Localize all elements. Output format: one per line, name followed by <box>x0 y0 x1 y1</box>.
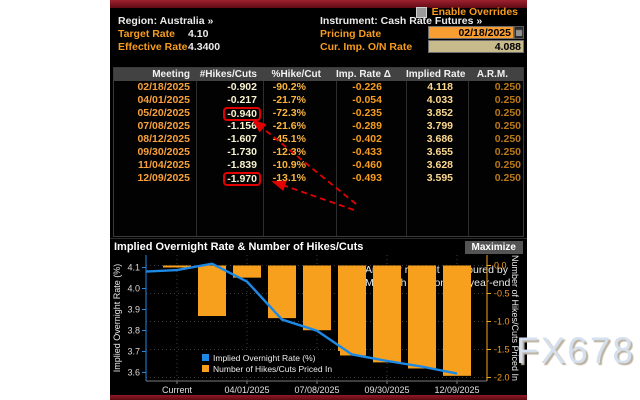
table-row: 12/09/2025 -1.970 -13.1% -0.493 3.595 0.250 <box>114 172 523 186</box>
target-rate-label: Target Rate <box>118 28 175 40</box>
highlighted-value: -1.970 <box>223 172 261 186</box>
analyst-annotation: Another rate cut is favoured by May with… <box>365 264 510 290</box>
column-header[interactable]: Implied Rate <box>406 69 466 80</box>
table-row: 02/18/2025 -0.902 -90.2% -0.226 4.118 0.250 <box>114 81 523 94</box>
enable-overrides-toggle[interactable]: Enable Overrides <box>415 6 518 18</box>
table-cell: -72.3% <box>272 107 306 119</box>
instrument-selector[interactable]: Instrument: Cash Rate Futures » <box>320 15 483 27</box>
annotation-line2: May with a second by year-end <box>365 277 511 289</box>
table-cell: -1.156 <box>227 120 257 132</box>
cur-imp-rate-field[interactable] <box>428 40 524 53</box>
table-cell: -13.1% <box>272 172 306 184</box>
table-cell: 11/04/2025 <box>138 159 190 171</box>
enable-overrides-label: Enable Overrides <box>431 6 518 18</box>
table-cell: 05/20/2025 <box>137 107 190 119</box>
chart-title: Implied Overnight Rate & Number of Hikes… <box>114 241 364 253</box>
table-cell: 08/12/2025 <box>137 133 190 145</box>
table-cell: 3.799 <box>426 120 453 132</box>
fx678-watermark: FX678 <box>516 330 636 371</box>
table-cell: 3.595 <box>426 172 453 184</box>
table-cell: 12/09/2025 <box>137 172 190 184</box>
table-cell: -0.054 <box>352 94 382 106</box>
annotation-line1: Another rate cut is favoured by <box>365 264 508 276</box>
table-cell: 0.250 <box>494 94 521 106</box>
highlighted-value: -0.940 <box>223 107 261 121</box>
table-cell: -0.289 <box>352 120 382 132</box>
table-cell: -12.3% <box>272 146 306 158</box>
table-cell: 04/01/2025 <box>137 94 190 106</box>
table-body: 02/18/2025 -0.902 -90.2% -0.226 4.118 0.250 04… <box>114 81 523 186</box>
window-top-bar <box>110 0 527 8</box>
table-cell: 0.250 <box>494 120 521 132</box>
table-cell: -10.9% <box>272 159 306 171</box>
table-cell: 0.250 <box>494 146 521 158</box>
table-row: 07/08/2025 -1.156 -21.6% -0.289 3.799 0.250 <box>114 120 523 133</box>
table-cell: -1.839 <box>227 159 257 171</box>
table-cell: -0.235 <box>352 107 382 119</box>
region-selector[interactable]: Region: Australia » <box>118 15 214 27</box>
table-row: 11/04/2025 -1.839 -10.9% -0.460 3.628 0.250 <box>114 159 523 172</box>
table-cell: -0.902 <box>227 81 257 93</box>
table-cell: -1.970 <box>196 172 263 186</box>
column-header[interactable]: #Hikes/Cuts <box>199 69 257 80</box>
table-cell: 3.655 <box>426 146 453 158</box>
table-cell: -1.730 <box>227 146 257 158</box>
table-row: 05/20/2025 -0.940 -72.3% -0.235 3.852 0.250 <box>114 107 523 121</box>
table-cell: 3.852 <box>426 107 453 119</box>
table-cell: -0.493 <box>352 172 382 184</box>
window-bottom-bar <box>110 395 527 400</box>
meetings-table: Meeting #Hikes/Cuts %Hike/Cut Imp. Rate Δ Im… <box>113 67 524 289</box>
table-cell: 3.628 <box>426 159 453 171</box>
table-row: 08/12/2025 -1.607 -45.1% -0.402 3.686 0.250 <box>114 133 523 146</box>
table-cell: 09/30/2025 <box>137 146 190 158</box>
table-cell: 0.250 <box>494 159 521 171</box>
column-header[interactable]: A.R.M. <box>476 69 508 80</box>
column-header[interactable]: Imp. Rate Δ <box>336 69 391 80</box>
column-divider <box>406 68 407 236</box>
maximize-button[interactable]: Maximize <box>464 241 523 254</box>
table-cell: -21.6% <box>272 120 306 132</box>
cur-imp-rate-label: Cur. Imp. O/N Rate <box>320 41 413 53</box>
table-cell: 0.250 <box>494 133 521 145</box>
table-header-row: Meeting #Hikes/Cuts %Hike/Cut Imp. Rate Δ Im… <box>114 68 523 81</box>
table-cell: -0.226 <box>352 81 382 93</box>
table-cell: -0.940 <box>196 107 263 121</box>
table-cell: -21.7% <box>272 94 306 106</box>
table-row: 04/01/2025 -0.217 -21.7% -0.054 4.033 0.250 <box>114 94 523 107</box>
terminal-window: Enable Overrides Region: Australia » Ins… <box>110 0 527 400</box>
effective-rate-label: Effective Rate <box>118 41 188 53</box>
table-cell: -0.460 <box>352 159 382 171</box>
table-cell: 4.033 <box>426 94 453 106</box>
table-cell: 07/08/2025 <box>137 120 190 132</box>
section-divider <box>110 238 527 239</box>
table-cell: 0.250 <box>494 81 521 93</box>
table-cell: -90.2% <box>272 81 306 93</box>
table-cell: 0.250 <box>494 172 521 184</box>
table-cell: 4.118 <box>427 81 453 93</box>
column-header[interactable]: Meeting <box>152 69 190 80</box>
column-divider <box>196 68 197 236</box>
target-rate-value: 4.10 <box>188 28 209 40</box>
table-cell: -1.607 <box>227 133 257 145</box>
pricing-date-label: Pricing Date <box>320 28 382 40</box>
table-cell: 02/18/2025 <box>137 81 190 93</box>
column-divider <box>468 68 469 236</box>
table-cell: 0.250 <box>494 107 521 119</box>
table-cell: -0.433 <box>352 146 382 158</box>
table-cell: -45.1% <box>272 133 306 145</box>
calendar-icon[interactable]: ▦ <box>514 26 524 39</box>
table-cell: 3.686 <box>426 133 453 145</box>
table-cell: -0.217 <box>227 94 257 106</box>
pricing-date-input[interactable] <box>428 26 514 39</box>
effective-rate-value: 4.3400 <box>188 41 221 53</box>
checkbox-icon[interactable] <box>415 6 427 18</box>
table-row: 09/30/2025 -1.730 -12.3% -0.433 3.655 0.250 <box>114 146 523 159</box>
table-cell: -0.402 <box>352 133 382 145</box>
column-header[interactable]: %Hike/Cut <box>271 69 321 80</box>
